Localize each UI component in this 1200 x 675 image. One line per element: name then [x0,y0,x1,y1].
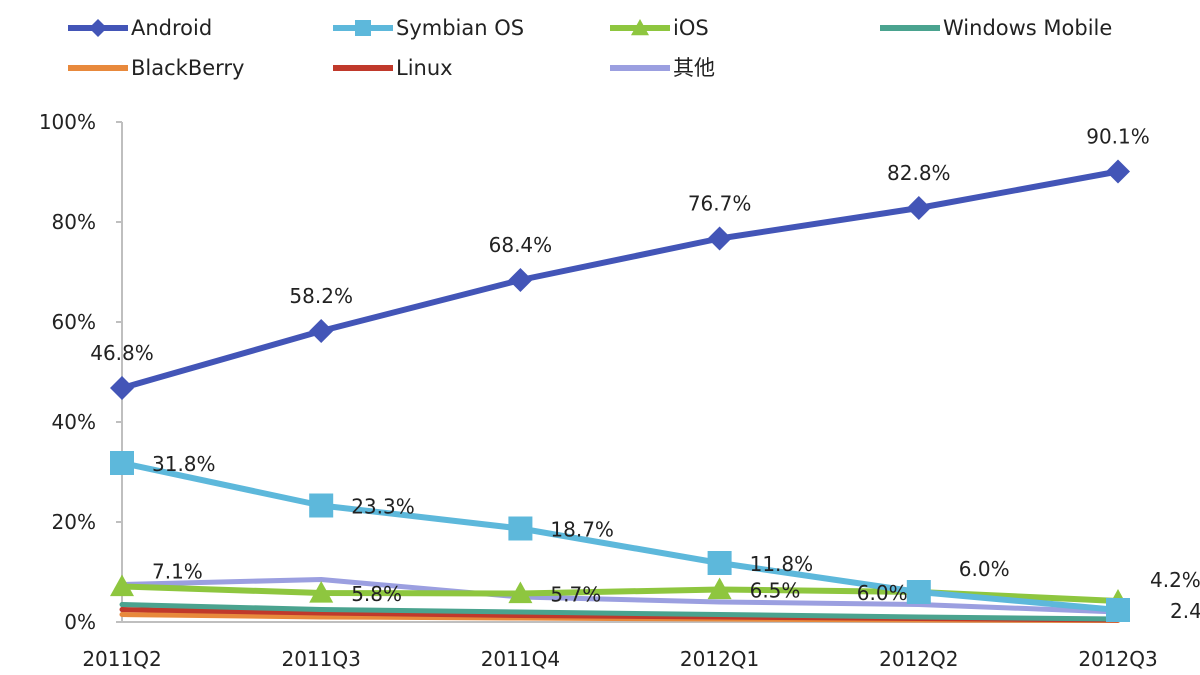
data-label-symbian-os: 2.4% [1170,599,1200,623]
data-label-symbian-os: 18.7% [550,518,614,542]
legend-label: Symbian OS [396,16,524,40]
legend-marker [89,19,107,37]
data-label-ios: 5.7% [550,583,601,607]
x-tick-label: 2011Q2 [82,647,161,671]
data-point-android [508,268,533,292]
data-point-android [110,376,134,400]
x-tick-label: 2011Q4 [481,647,560,671]
data-point-android [309,319,334,343]
data-point-symbian-os [707,551,732,575]
legend-label: Android [131,16,212,40]
data-point-android [707,226,732,251]
legend-marker [355,20,371,36]
data-point-symbian-os [1106,598,1130,622]
data-label-symbian-os: 31.8% [152,452,216,476]
data-labels: 46.8% 58.2% 68.4% 76.7% 82.8% 90.1% 31.8% 23.3%… [90,125,1200,624]
series-line-windows-mobile [119,602,1121,622]
legend-label: 其他 [673,56,715,80]
legend-item-android: Android [68,16,212,40]
data-label-ios: 7.1% [152,560,203,584]
legend-label: Windows Mobile [943,16,1112,40]
data-label-android: 68.4% [489,233,553,257]
legend-label: Linux [396,56,453,80]
legend-item-windows-mobile: Windows Mobile [880,16,1112,40]
data-point-ios [508,581,533,604]
legend-item-blackberry: BlackBerry [68,56,244,80]
data-label-symbian-os: 6.0% [959,557,1010,581]
data-point-ios [309,581,334,603]
series-line-android [119,168,1121,391]
data-point-android [1106,159,1130,184]
data-label-android: 82.8% [887,161,951,185]
series-line-other [119,577,1121,615]
data-point-ios [707,577,732,600]
legend-item-linux: Linux [333,56,453,80]
data-point-android [906,196,931,220]
y-tick-label: 100% [39,110,96,134]
data-point-ios [110,574,134,597]
y-tick-label: 0% [64,610,96,634]
legend: Android Symbian OS iOS Windows Mobile BlackB… [68,16,1112,80]
data-label-android: 90.1% [1086,125,1150,149]
legend-marker [631,19,649,36]
data-label-android: 58.2% [289,284,353,308]
y-tick-label: 80% [52,210,96,234]
legend-item-other: 其他 [610,56,715,80]
data-point-symbian-os [906,580,931,604]
x-tick-label: 2012Q2 [879,647,958,671]
y-tick-label: 20% [52,510,96,534]
legend-label: BlackBerry [131,56,244,80]
data-point-symbian-os [508,516,533,541]
data-label-ios: 5.8% [351,582,402,606]
x-axis-ticks: 2011Q2 2011Q3 2011Q4 2012Q1 2012Q2 2012Q3 [82,647,1157,671]
data-label-symbian-os: 23.3% [351,495,415,519]
legend-item-symbian-os: Symbian OS [333,16,524,40]
y-tick-label: 60% [52,310,96,334]
data-label-ios: 4.2% [1150,568,1200,592]
data-label-android: 46.8% [90,341,154,365]
data-label-ios: 6.0% [857,581,908,605]
data-point-symbian-os [309,493,334,518]
data-label-ios: 6.5% [750,579,801,603]
data-label-symbian-os: 11.8% [750,552,814,576]
series-markers [110,159,1130,622]
y-axis-ticks: 0% 20% 40% 60% 80% 100% [39,110,122,634]
legend-item-ios: iOS [610,16,709,40]
x-tick-label: 2011Q3 [282,647,361,671]
legend-label: iOS [673,16,709,40]
series-line-symbian-os [119,460,1121,613]
x-tick-label: 2012Q1 [680,647,759,671]
x-tick-label: 2012Q3 [1078,647,1157,671]
y-tick-label: 40% [52,410,96,434]
data-point-symbian-os [110,451,134,475]
series-lines [119,168,1121,623]
data-label-android: 76.7% [688,192,752,216]
